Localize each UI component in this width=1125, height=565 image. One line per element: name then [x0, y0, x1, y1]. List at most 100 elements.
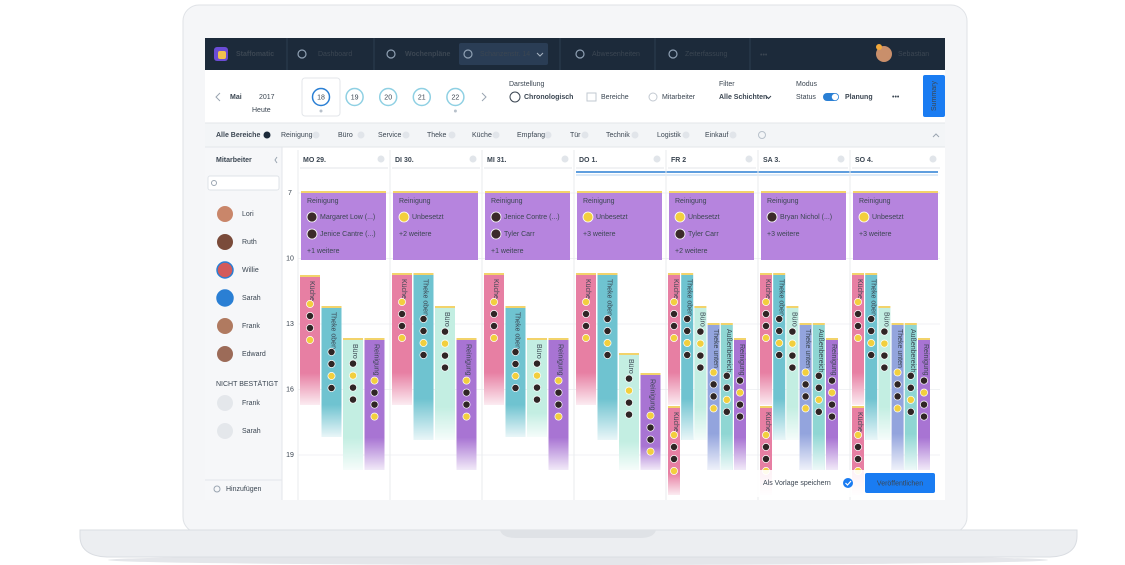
- shift-avatar: [893, 392, 902, 401]
- mode-status[interactable]: Status: [796, 94, 816, 101]
- area-filter[interactable]: Alle Bereiche: [216, 132, 260, 139]
- area-filter[interactable]: Logistik: [657, 132, 681, 139]
- employee-name[interactable]: Frank: [242, 400, 260, 407]
- employee-name[interactable]: Lori: [242, 211, 254, 218]
- area-filter[interactable]: Technik: [606, 132, 630, 139]
- shift-avatar: [441, 363, 449, 372]
- shift-avatar: [670, 298, 678, 306]
- area-filter[interactable]: Reinigung: [281, 132, 313, 139]
- filter-select[interactable]: Alle Schichten: [719, 94, 767, 101]
- area-filter[interactable]: Theke: [427, 132, 447, 139]
- shift-avatar: [788, 351, 797, 360]
- card-title: Reinigung: [399, 198, 431, 205]
- shift-avatar: [920, 412, 928, 421]
- day-add[interactable]: [837, 155, 845, 163]
- employee-name[interactable]: Willie: [242, 267, 259, 274]
- person-name: Unbesetzt: [412, 214, 444, 221]
- date-ring[interactable]: [378, 87, 398, 107]
- shift-card[interactable]: [669, 193, 754, 260]
- shift-card[interactable]: [577, 193, 662, 260]
- shift-label: Küche: [308, 281, 315, 301]
- area-filter[interactable]: Küche: [472, 132, 492, 139]
- sidebar-title: Mitarbeiter: [216, 157, 252, 164]
- employee-avatar: [217, 206, 233, 222]
- next-arrow[interactable]: [481, 92, 487, 102]
- view-option[interactable]: Chronologisch: [524, 94, 573, 101]
- shift-avatar: [920, 376, 928, 385]
- add-employee[interactable]: Hinzufügen: [226, 486, 262, 493]
- shift-card[interactable]: [761, 193, 846, 260]
- area-filter[interactable]: Service: [378, 132, 401, 139]
- date-ring[interactable]: [311, 87, 331, 107]
- employee-avatar: [217, 423, 233, 439]
- shift-avatar: [801, 380, 810, 389]
- user-name[interactable]: Sebastian: [898, 51, 929, 58]
- shift-top: [364, 338, 385, 340]
- shift-avatar: [370, 376, 379, 385]
- area-filter[interactable]: Tür: [570, 132, 581, 139]
- date-ring[interactable]: [446, 87, 465, 107]
- area-filter[interactable]: Empfang: [517, 132, 545, 139]
- today-link[interactable]: Heute: [252, 107, 271, 114]
- shift-card[interactable]: [301, 193, 386, 260]
- shift-top: [891, 323, 904, 325]
- shift-label: Büro: [791, 312, 798, 327]
- employee-name[interactable]: Frank: [242, 323, 260, 330]
- area-filter[interactable]: Einkauf: [705, 132, 728, 139]
- area-check: [357, 131, 365, 139]
- search-box[interactable]: [207, 175, 280, 191]
- prev-arrow[interactable]: [215, 92, 221, 102]
- shift-card[interactable]: [485, 193, 570, 260]
- day-add[interactable]: [929, 155, 937, 163]
- shift-card[interactable]: [853, 193, 938, 260]
- shift-fade: [878, 308, 891, 440]
- nav-item[interactable]: Dashboard: [318, 51, 352, 58]
- date-ring[interactable]: [412, 87, 432, 107]
- hour-label: 13: [286, 321, 294, 328]
- shift-label: Büro: [351, 344, 358, 359]
- employee-name[interactable]: Ruth: [242, 239, 257, 246]
- shift-top: [786, 306, 799, 308]
- nav-more[interactable]: •••: [760, 52, 768, 59]
- employee-avatar: [217, 346, 233, 362]
- save-template[interactable]: Als Vorlage speichern: [763, 480, 831, 487]
- shift-avatar: [722, 395, 731, 404]
- date-ring[interactable]: [345, 87, 364, 107]
- shift-card[interactable]: [393, 193, 478, 260]
- sidebar-collapse[interactable]: [274, 156, 278, 164]
- date: 22: [452, 94, 460, 101]
- area-check: [263, 131, 271, 139]
- view-option[interactable]: Mitarbeiter: [662, 94, 696, 101]
- collapse-caret[interactable]: [932, 133, 940, 138]
- day-add[interactable]: [469, 155, 477, 163]
- nav-item[interactable]: Zeiterfassung: [685, 51, 728, 58]
- person-avatar: [490, 228, 502, 240]
- person-avatar: [674, 228, 686, 240]
- day-add[interactable]: [377, 155, 385, 163]
- shift-top: [799, 323, 812, 325]
- day-add[interactable]: [561, 155, 569, 163]
- area-filter[interactable]: Büro: [338, 132, 353, 139]
- shift-avatar: [867, 339, 876, 347]
- nav-item[interactable]: Wochenpläne: [405, 51, 450, 58]
- summary-button[interactable]: [923, 75, 945, 117]
- day-label: FR 2: [671, 157, 686, 164]
- shift-avatar: [533, 371, 541, 380]
- shift-avatar: [854, 322, 862, 330]
- nav-item[interactable]: Schanzenstr. 14: [480, 51, 530, 58]
- template-check[interactable]: [843, 478, 853, 488]
- employee-name[interactable]: Sarah: [242, 295, 261, 302]
- day-add[interactable]: [745, 155, 753, 163]
- shift-top: [694, 306, 707, 308]
- shift-label: Theke unten: [804, 329, 811, 368]
- publish-button[interactable]: [865, 473, 935, 493]
- add-area[interactable]: [758, 131, 766, 139]
- day-add[interactable]: [653, 155, 661, 163]
- nav-item[interactable]: Abwesenheiten: [592, 51, 640, 58]
- mode-value[interactable]: Planung: [845, 94, 873, 101]
- shift-avatar: [762, 443, 770, 451]
- employee-name[interactable]: Edward: [242, 351, 266, 358]
- toolbar-more[interactable]: •••: [892, 94, 900, 101]
- employee-name[interactable]: Sarah: [242, 428, 261, 435]
- view-option[interactable]: Bereiche: [601, 94, 629, 101]
